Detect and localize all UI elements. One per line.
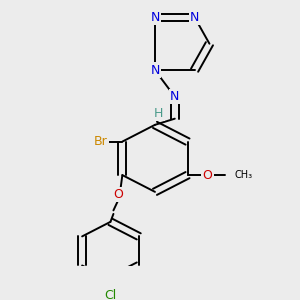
Text: N: N <box>150 11 160 24</box>
Text: N: N <box>150 64 160 77</box>
Text: Br: Br <box>94 135 107 148</box>
Text: O: O <box>202 169 212 182</box>
Text: Cl: Cl <box>104 290 117 300</box>
Text: N: N <box>170 90 179 103</box>
Text: N: N <box>190 11 199 24</box>
Text: CH₃: CH₃ <box>234 170 252 180</box>
Text: O: O <box>113 188 123 201</box>
Text: H: H <box>154 107 164 120</box>
